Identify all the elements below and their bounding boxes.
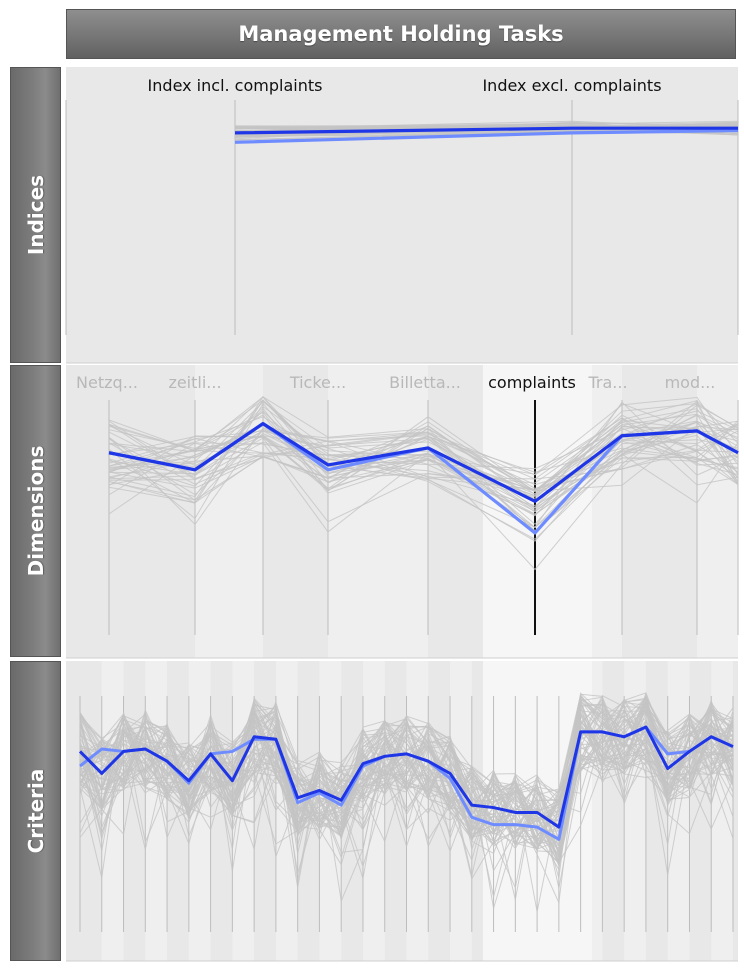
background-profile-line [79,705,734,850]
column-band [195,365,263,658]
background-profile-line [79,693,734,900]
panel-background [66,67,738,363]
dimensions-chart[interactable]: Netzq... zeitli... Ticke... Billetta... comp… [66,365,739,659]
axis-label[interactable]: mod... [665,373,716,392]
indices-chart[interactable]: Index incl. complaints Index excl. compla… [65,67,739,364]
background-profile-line [234,120,739,129]
background-profile-line [79,710,734,841]
page-title: Management Holding Tasks [238,22,564,46]
indices-panel-label[interactable]: Indices [10,67,61,363]
background-profile-line [108,396,739,504]
column-band [711,661,733,961]
background-profile-line [79,722,734,852]
background-profile-line [108,420,739,511]
axis-label[interactable]: zeitli... [168,373,221,392]
series-line-primary[interactable] [234,126,738,135]
axis-label[interactable]: Index incl. complaints [148,76,323,95]
background-profile-line [108,427,739,523]
background-profile-line [79,702,734,854]
column-band [328,365,428,658]
background-profile-line [79,711,734,889]
background-profile-line [79,708,734,864]
background-profile-line [79,715,734,860]
background-profile-line [79,699,734,865]
selected-column-band [483,365,592,658]
axis-label[interactable]: Tra... [587,373,627,392]
axis-label[interactable]: Netzq... [76,373,138,392]
background-profile-line [108,424,739,509]
column-band [145,661,168,961]
series-line-primary[interactable] [108,421,739,503]
criteria-chart[interactable] [66,661,738,962]
criteria-panel-label[interactable]: Criteria [10,661,61,961]
axis-label[interactable]: Billetta... [389,373,461,392]
background-profile-line [79,696,734,890]
series-line-primary[interactable] [78,725,734,829]
dimensions-panel-label[interactable]: Dimensions [10,365,61,657]
background-profile-line [108,413,739,493]
axis-label[interactable]: Ticke... [289,373,346,392]
background-profile-line [108,396,739,497]
background-profile-line [79,719,734,859]
column-band [667,661,690,961]
series-line-secondary[interactable] [234,128,739,144]
background-profile-line [79,693,734,850]
background-profile-line [108,403,739,501]
axis-label[interactable]: complaints [488,373,576,392]
panel-header: Management Holding Tasks [66,9,736,59]
background-profile-line [108,396,739,533]
background-profile-line [79,712,734,849]
axis-label[interactable]: Index excl. complaints [482,76,661,95]
column-band [101,661,124,961]
